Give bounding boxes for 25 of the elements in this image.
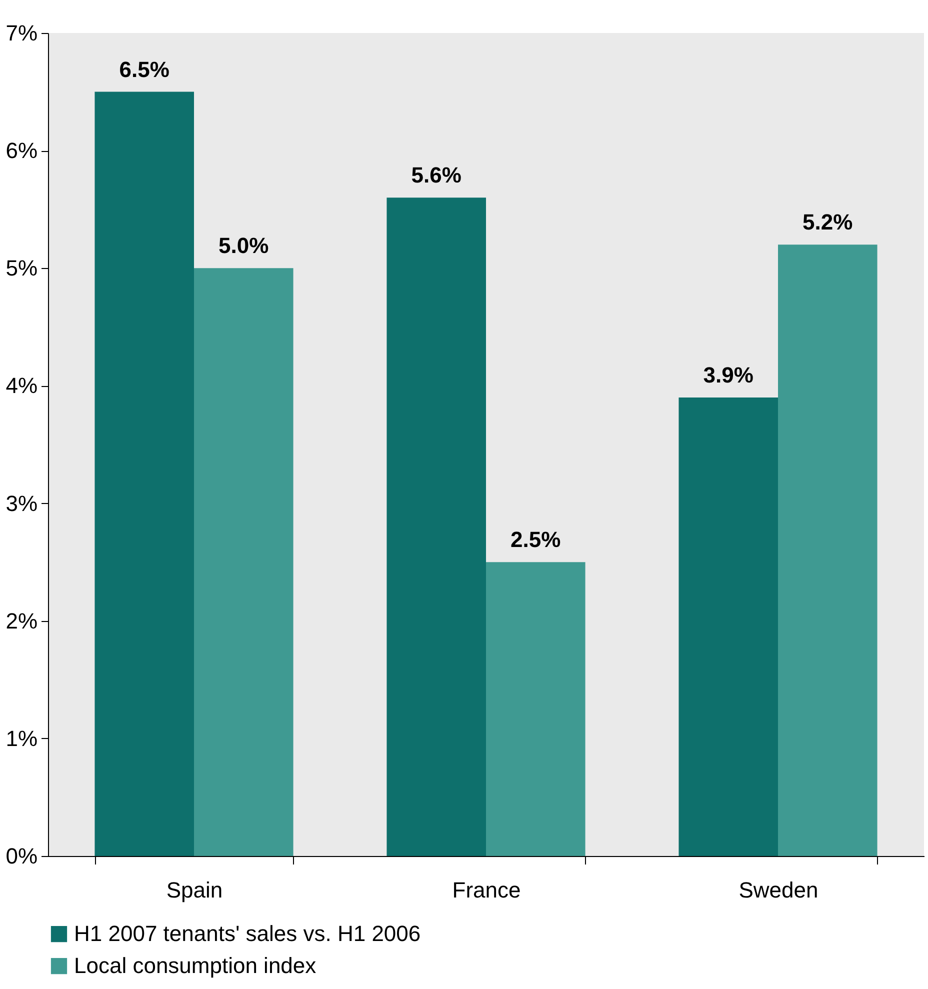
y-tick-label: 1% [6, 726, 38, 751]
data-label: 3.9% [703, 362, 754, 388]
y-tick-label: 3% [6, 490, 38, 516]
y-tick-label: 4% [6, 373, 38, 398]
legend-label: Local consumption index [74, 953, 316, 978]
x-tick-label: Sweden [738, 878, 818, 902]
bar [386, 198, 486, 856]
data-label: 5.6% [411, 162, 462, 188]
x-tick-label: France [452, 878, 521, 902]
y-tick-label: 0% [6, 844, 38, 868]
bar [486, 562, 586, 856]
legend-label: H1 2007 tenants' sales vs. H1 2006 [74, 921, 421, 946]
y-tick-label: 6% [6, 138, 38, 164]
data-label: 2.5% [510, 527, 561, 552]
bar [94, 92, 194, 856]
bar [194, 268, 294, 856]
y-tick-label: 5% [6, 256, 38, 281]
y-tick-label: 2% [6, 608, 38, 634]
data-label: 5.2% [802, 210, 853, 235]
y-tick-label: 7% [6, 20, 38, 46]
bar [678, 397, 778, 856]
x-tick-label: Spain [166, 878, 223, 902]
data-label: 6.5% [119, 56, 170, 82]
data-label: 5.0% [218, 233, 269, 258]
bar [778, 244, 878, 856]
